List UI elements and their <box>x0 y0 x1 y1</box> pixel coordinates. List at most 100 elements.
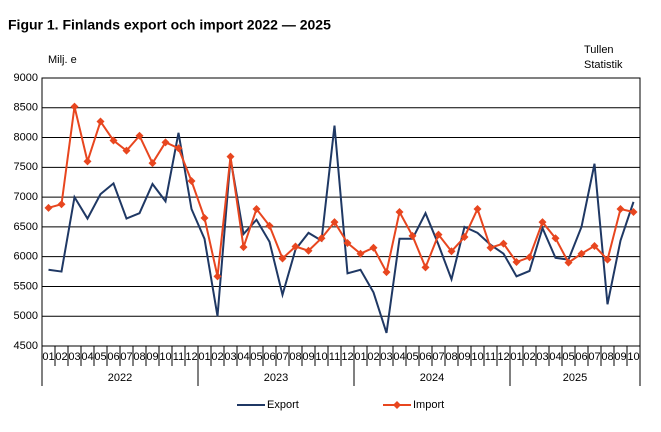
y-tick-label: 7500 <box>14 161 38 173</box>
marker <box>291 242 300 251</box>
year-label: 2022 <box>108 372 132 384</box>
y-tick-label: 6500 <box>14 221 38 233</box>
marker <box>460 233 469 242</box>
x-tick-label: 02 <box>55 351 67 363</box>
y-tick-label: 7000 <box>14 191 38 203</box>
x-tick-label: 12 <box>497 351 509 363</box>
marker <box>369 243 378 252</box>
marker <box>512 258 521 267</box>
legend-label: Export <box>267 399 299 411</box>
marker <box>226 152 235 161</box>
marker <box>265 221 274 230</box>
marker <box>577 249 586 258</box>
legend-marker <box>393 401 401 409</box>
x-tick-label: 09 <box>458 351 470 363</box>
x-tick-label: 12 <box>341 351 353 363</box>
x-tick-label: 05 <box>562 351 574 363</box>
x-tick-label: 10 <box>315 351 327 363</box>
x-tick-label: 06 <box>107 351 119 363</box>
y-tick-label: 9000 <box>14 72 38 84</box>
marker <box>564 258 573 267</box>
x-tick-label: 08 <box>445 351 457 363</box>
marker <box>603 255 612 264</box>
marker <box>252 205 261 214</box>
marker <box>616 205 625 214</box>
year-label: 2024 <box>420 372 444 384</box>
marker <box>538 218 547 227</box>
marker <box>70 102 79 111</box>
marker <box>330 218 339 227</box>
marker <box>109 136 118 145</box>
x-tick-label: 03 <box>536 351 548 363</box>
marker <box>174 144 183 153</box>
marker <box>122 146 131 155</box>
marker <box>421 263 430 272</box>
y-tick-label: 6000 <box>14 251 38 263</box>
year-label: 2025 <box>563 372 587 384</box>
marker <box>135 131 144 140</box>
marker <box>473 205 482 214</box>
series-line <box>48 106 634 277</box>
x-tick-label: 10 <box>471 351 483 363</box>
source: Tullen <box>584 44 614 56</box>
x-tick-label: 04 <box>393 351 405 363</box>
chart-title: Figur 1. Finlands export och import 2022… <box>8 17 331 33</box>
x-tick-label: 11 <box>485 351 496 363</box>
marker <box>395 208 404 216</box>
marker <box>57 200 66 209</box>
x-tick-label: 10 <box>627 351 639 363</box>
x-tick-label: 08 <box>601 351 613 363</box>
x-tick-label: 04 <box>237 351 249 363</box>
marker <box>447 247 456 256</box>
x-tick-label: 02 <box>367 351 379 363</box>
y-tick-label: 8000 <box>14 131 38 143</box>
year-label: 2023 <box>264 372 288 384</box>
x-tick-label: 07 <box>120 351 132 363</box>
x-tick-label: 03 <box>224 351 236 363</box>
x-tick-label: 01 <box>198 351 210 363</box>
x-tick-label: 05 <box>94 351 106 363</box>
x-tick-label: 11 <box>173 351 184 363</box>
x-tick-label: 01 <box>42 351 54 363</box>
marker <box>44 203 53 212</box>
series-line <box>48 125 635 334</box>
legend-label: Import <box>413 399 444 411</box>
x-tick-label: 07 <box>588 351 600 363</box>
marker <box>382 268 391 277</box>
x-tick-label: 12 <box>185 351 197 363</box>
x-tick-label: 10 <box>159 351 171 363</box>
y-tick-label: 8500 <box>14 102 38 114</box>
marker <box>96 117 105 126</box>
x-tick-label: 01 <box>354 351 366 363</box>
x-tick-label: 09 <box>146 351 158 363</box>
x-tick-label: 03 <box>68 351 80 363</box>
x-tick-label: 03 <box>380 351 392 363</box>
x-tick-label: 11 <box>329 351 340 363</box>
x-tick-label: 02 <box>523 351 535 363</box>
plot-frame <box>41 77 641 347</box>
marker <box>278 254 287 263</box>
marker <box>213 272 222 281</box>
marker <box>590 241 599 250</box>
x-tick-label: 05 <box>250 351 262 363</box>
marker <box>148 159 157 168</box>
x-tick-label: 01 <box>510 351 522 363</box>
marker <box>551 234 560 243</box>
marker <box>161 138 170 147</box>
marker <box>239 243 248 252</box>
x-tick-label: 06 <box>419 351 431 363</box>
x-tick-label: 06 <box>575 351 587 363</box>
marker <box>304 246 313 255</box>
marker <box>434 230 443 239</box>
marker <box>200 213 209 222</box>
y-tick-label: 5500 <box>14 280 38 292</box>
x-tick-label: 09 <box>302 351 314 363</box>
x-tick-label: 08 <box>133 351 145 363</box>
marker <box>187 177 196 186</box>
y-tick-label: 5000 <box>14 310 38 322</box>
marker <box>83 157 92 166</box>
x-tick-label: 09 <box>614 351 626 363</box>
marker <box>356 249 365 258</box>
marker <box>317 234 326 243</box>
